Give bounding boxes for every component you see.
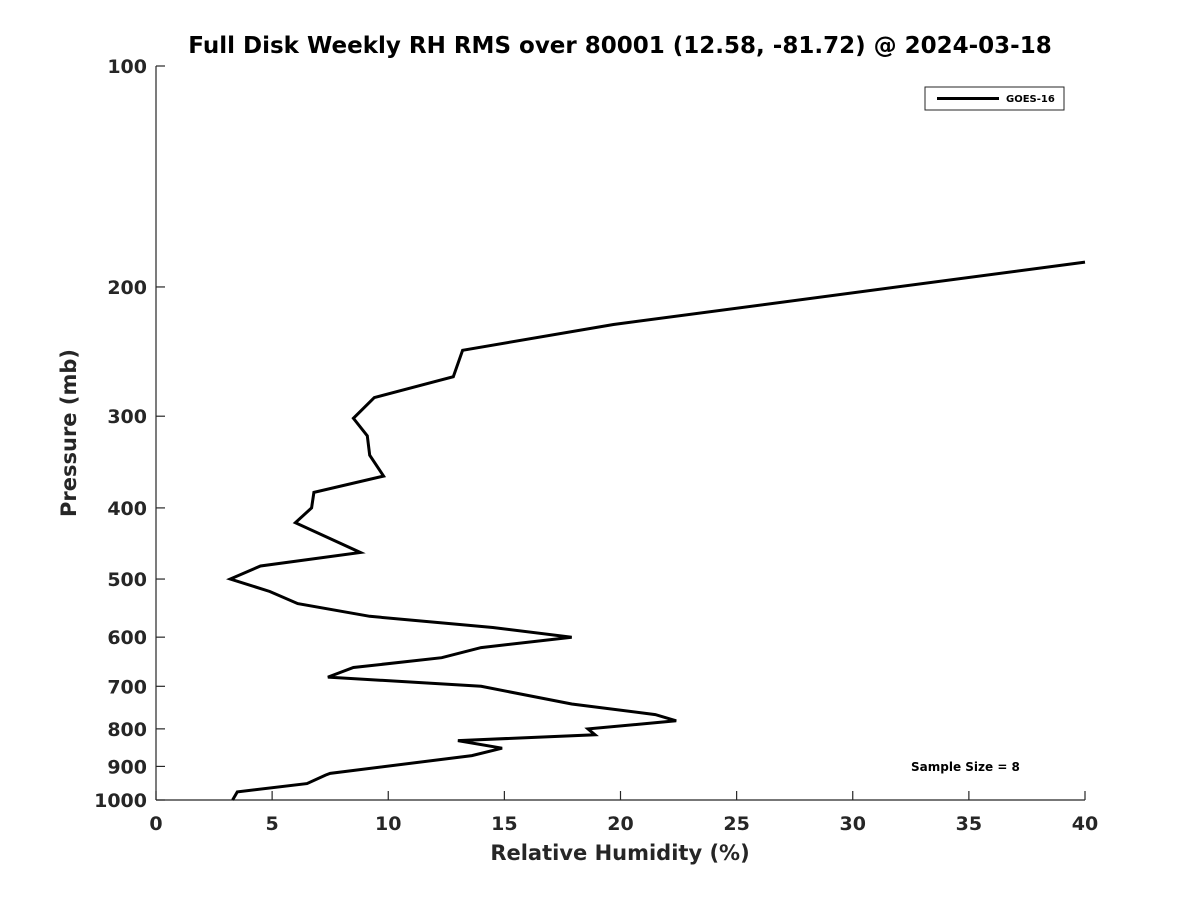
x-tick-label: 15 [491,813,517,835]
y-tick-label: 800 [107,719,147,741]
x-tick-label: 10 [375,813,401,835]
x-axis-label: Relative Humidity (%) [490,841,749,865]
y-tick-label: 1000 [94,790,147,812]
y-axis-label: Pressure (mb) [57,349,81,517]
y-ticks: 100 200 300 400 500 600 700 800 900 1000 [94,56,165,812]
y-tick-label: 300 [107,406,147,428]
y-tick-label: 400 [107,498,147,520]
x-tick-label: 0 [149,813,162,835]
x-tick-label: 30 [840,813,866,835]
chart-title: Full Disk Weekly RH RMS over 80001 (12.5… [188,33,1051,59]
legend: GOES-16 [924,86,1065,111]
x-tick-label: 5 [266,813,279,835]
y-tick-label: 700 [107,676,147,698]
series-line-goes-16 [226,260,1086,801]
x-tick-label: 40 [1072,813,1098,835]
x-ticks: 0 5 10 15 20 25 30 35 40 [149,791,1098,835]
series-group [226,260,1086,801]
y-tick-label: 600 [107,627,147,649]
y-tick-label: 100 [107,56,147,78]
y-tick-label: 900 [107,756,147,778]
x-tick-label: 35 [956,813,982,835]
y-tick-label: 500 [107,569,147,591]
x-tick-label: 25 [723,813,749,835]
axes [155,66,1085,801]
x-tick-label: 20 [607,813,633,835]
legend-label: GOES-16 [1006,94,1055,105]
sample-size-annotation: Sample Size = 8 [911,760,1020,774]
y-tick-label: 200 [107,277,147,299]
